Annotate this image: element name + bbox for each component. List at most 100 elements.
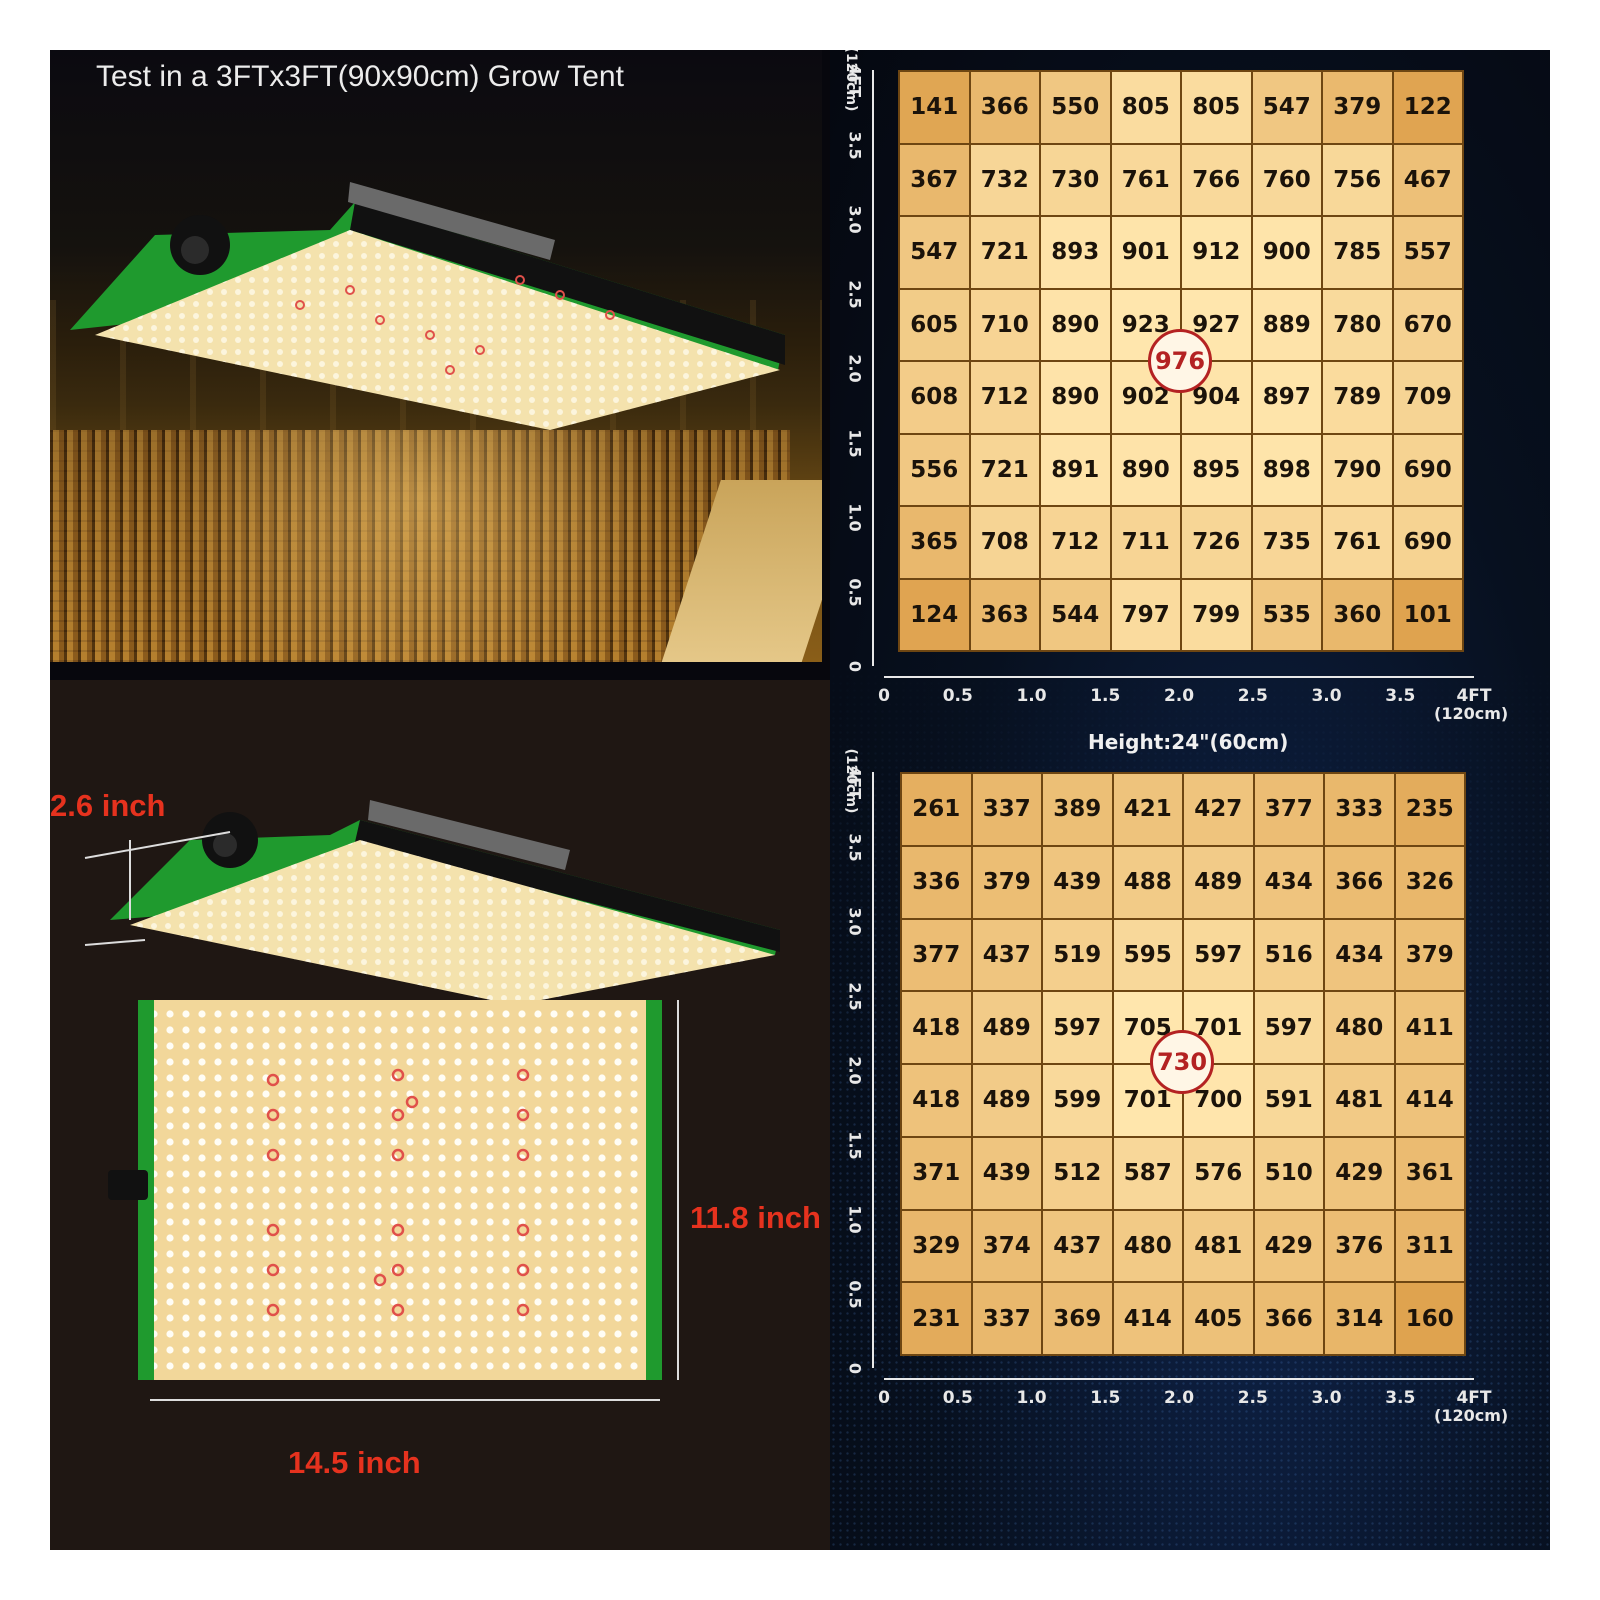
x-tick-label: 3.0 (1311, 686, 1342, 706)
heatmap-cell: 336 (902, 846, 971, 918)
heatmap-cell: 389 (1043, 774, 1112, 845)
heatmap-cell: 761 (1323, 507, 1392, 578)
y-axis-line (872, 70, 874, 666)
heatmap-cell: 377 (1254, 774, 1323, 845)
heatmap-cell: 434 (1254, 846, 1323, 918)
x-tick-label: 1.0 (1016, 686, 1047, 706)
heatmap-cell: 141 (900, 72, 969, 143)
infographic-frame: Test in a 3FTx3FT(90x90cm) Grow Tent 2.6… (50, 50, 1550, 1550)
heatmap-cell: 429 (1254, 1210, 1323, 1282)
heatmap-cell: 890 (1041, 362, 1110, 433)
photo-title: Test in a 3FTx3FT(90x90cm) Grow Tent (96, 60, 624, 93)
y-tick-label: 1.5 (845, 1130, 865, 1160)
x-tick-label: 0.5 (942, 1388, 973, 1408)
heatmap-cell: 710 (970, 289, 1039, 360)
y-tick-label: 2.5 (845, 981, 865, 1011)
heatmap-cell: 591 (1254, 1065, 1323, 1136)
heatmap-cell: 721 (970, 434, 1039, 505)
heatmap-cell: 712 (1041, 507, 1110, 578)
heatmap-cell: 789 (1323, 362, 1392, 433)
heatmap-cell: 709 (1393, 362, 1462, 433)
heatmap-cell: 437 (1043, 1210, 1112, 1282)
heatmap-cell: 418 (902, 992, 971, 1063)
grow-light-angled-image (84, 800, 780, 1000)
heatmap-cell: 235 (1395, 774, 1464, 845)
x-tick-label: 2.0 (1163, 686, 1195, 706)
heatmap-cell: 898 (1252, 434, 1321, 505)
heatmap-cell: 429 (1325, 1137, 1394, 1209)
heatmap-cell: 547 (1252, 72, 1321, 143)
ppfd-maps-panel: 141 366 550 805 805 547 379 122 367 732 730 761 766 7… (830, 50, 1550, 1550)
heatmap-cell: 597 (1043, 992, 1112, 1063)
x-tick-label: 0 (878, 686, 890, 706)
led-board-front-view (108, 1000, 679, 1401)
heatmap-cell: 379 (1323, 72, 1392, 143)
heatmap-cell: 587 (1113, 1137, 1182, 1209)
y-tick-label: 0.5 (845, 577, 865, 607)
heatmap-cell: 690 (1393, 434, 1462, 505)
heatmap-cell: 326 (1395, 846, 1464, 918)
peak-value-badge: 730 (1150, 1030, 1214, 1094)
heatmap-cell: 377 (902, 919, 971, 991)
x-tick-label: 4FT (1456, 1388, 1492, 1408)
heatmap-cell: 369 (1043, 1283, 1112, 1354)
heatmap-cell: 314 (1325, 1283, 1394, 1354)
heatmap-cell: 756 (1323, 144, 1392, 215)
heatmap-cell: 766 (1182, 144, 1251, 215)
grow-light-fixture-image (70, 182, 785, 430)
y-tick-label: 0 (845, 660, 865, 673)
heatmap-cell: 101 (1393, 579, 1462, 650)
x-tick-label: 4FT (1456, 686, 1492, 706)
y-axis-unit: (120cm) (843, 50, 859, 112)
heatmap-cell: 550 (1041, 72, 1110, 143)
map-height-label: Height:24"(60cm) (1088, 730, 1289, 754)
heatmap-cell: 333 (1325, 774, 1394, 845)
product-dimensions-panel: 2.6 inch 11.8 in (50, 680, 830, 1550)
heatmap-cell: 261 (902, 774, 971, 845)
plant-rows (50, 430, 790, 662)
heatmap-cell: 891 (1041, 434, 1110, 505)
heatmap-cell: 556 (900, 434, 969, 505)
heatmap-cell: 805 (1111, 72, 1180, 143)
heatmap-cell: 912 (1182, 217, 1251, 288)
heatmap-cell: 897 (1252, 362, 1321, 433)
heatmap-cell: 365 (900, 507, 969, 578)
grow-room-photo: Test in a 3FTx3FT(90x90cm) Grow Tent (50, 50, 822, 662)
heatmap-cell: 480 (1113, 1210, 1182, 1282)
heatmap-cell: 890 (1041, 289, 1110, 360)
heatmap-cell: 799 (1182, 579, 1251, 650)
heatmap-cell: 489 (972, 992, 1041, 1063)
y-tick-label: 3.0 (845, 205, 865, 234)
y-tick-label: 3.5 (845, 832, 865, 862)
heatmap-cell: 367 (900, 144, 969, 215)
heatmap-cell: 576 (1184, 1137, 1253, 1209)
heatmap-cell: 366 (1254, 1283, 1323, 1354)
x-tick-label: 3.5 (1385, 1388, 1416, 1408)
heatmap-cell: 122 (1393, 72, 1462, 143)
x-tick-label: 1.0 (1016, 1388, 1047, 1408)
heatmap-cell: 780 (1323, 289, 1392, 360)
length-dimension-label: 11.8 inch (690, 1200, 821, 1235)
x-tick-label: 3.5 (1385, 686, 1416, 706)
y-tick-label: 3.5 (845, 130, 865, 160)
x-tick-label: 2.5 (1237, 1388, 1268, 1408)
heatmap-cell: 405 (1184, 1283, 1253, 1354)
heatmap-cell: 901 (1111, 217, 1180, 288)
y-tick-label: 2.5 (845, 279, 865, 309)
heatmap-cell: 557 (1393, 217, 1462, 288)
heatmap-cell: 427 (1184, 774, 1253, 845)
heatmap-cell: 371 (902, 1137, 971, 1209)
heatmap-cell: 519 (1043, 919, 1112, 991)
heatmap-cell: 489 (972, 1065, 1041, 1136)
heatmap-cell: 481 (1184, 1210, 1253, 1282)
heatmap-cell: 467 (1393, 144, 1462, 215)
heatmap-cell: 535 (1252, 579, 1321, 650)
heatmap-cell: 363 (970, 579, 1039, 650)
heatmap-cell: 700 (1184, 1065, 1253, 1136)
heatmap-cell: 439 (972, 1137, 1041, 1209)
heatmap-cell: 605 (900, 289, 969, 360)
x-tick-label: 2.0 (1163, 1388, 1195, 1408)
heatmap-cell: 805 (1182, 72, 1251, 143)
heatmap-cell: 608 (900, 362, 969, 433)
heatmap-cell: 374 (972, 1210, 1041, 1282)
